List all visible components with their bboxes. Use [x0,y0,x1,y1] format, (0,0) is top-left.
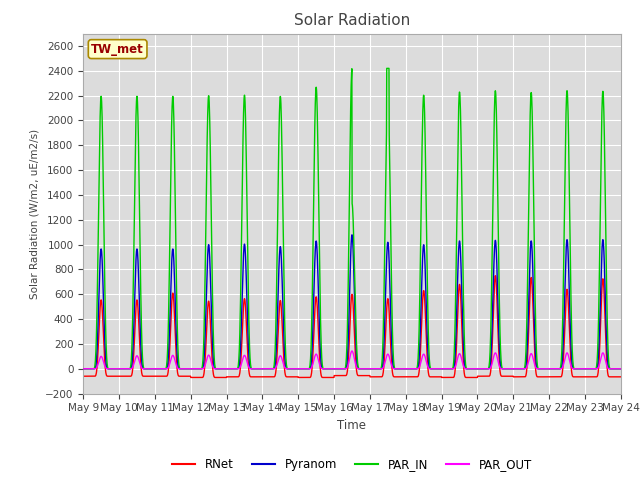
Title: Solar Radiation: Solar Radiation [294,13,410,28]
Text: TW_met: TW_met [92,43,144,56]
X-axis label: Time: Time [337,419,367,432]
Legend: RNet, Pyranom, PAR_IN, PAR_OUT: RNet, Pyranom, PAR_IN, PAR_OUT [167,454,537,476]
Y-axis label: Solar Radiation (W/m2, uE/m2/s): Solar Radiation (W/m2, uE/m2/s) [29,129,40,299]
